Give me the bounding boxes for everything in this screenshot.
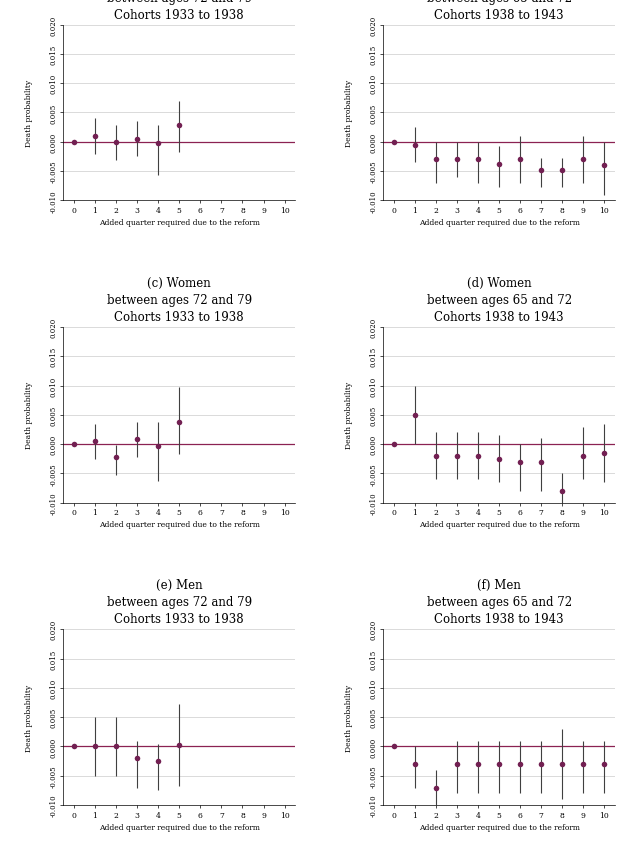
Point	[599, 159, 609, 173]
Point	[452, 450, 462, 463]
Title: (d) Women
between ages 65 and 72
Cohorts 1938 to 1943: (d) Women between ages 65 and 72 Cohorts…	[427, 277, 572, 324]
Point	[515, 455, 525, 469]
Point	[389, 438, 399, 452]
Point	[431, 780, 441, 794]
Point	[132, 751, 142, 765]
Y-axis label: Death probability: Death probability	[345, 80, 353, 147]
Point	[153, 754, 164, 768]
Y-axis label: Death probability: Death probability	[25, 684, 33, 751]
X-axis label: Added quarter required due to the reform: Added quarter required due to the reform	[99, 521, 260, 529]
Point	[111, 136, 121, 150]
Point	[153, 440, 164, 453]
Point	[473, 757, 483, 771]
Point	[515, 757, 525, 771]
Point	[389, 135, 399, 149]
Point	[494, 757, 504, 771]
Point	[578, 450, 588, 463]
Title: (c) Women
between ages 72 and 79
Cohorts 1933 to 1938: (c) Women between ages 72 and 79 Cohorts…	[107, 277, 252, 324]
Point	[536, 164, 547, 177]
X-axis label: Added quarter required due to the reform: Added quarter required due to the reform	[99, 219, 260, 227]
Point	[557, 757, 567, 771]
X-axis label: Added quarter required due to the reform: Added quarter required due to the reform	[418, 823, 579, 831]
Point	[578, 153, 588, 167]
Point	[174, 738, 184, 751]
Point	[410, 408, 420, 422]
Point	[431, 450, 441, 463]
Title: between ages 65 and 72
Cohorts 1938 to 1943: between ages 65 and 72 Cohorts 1938 to 1…	[427, 0, 572, 21]
Point	[90, 435, 100, 448]
Point	[389, 740, 399, 753]
Point	[111, 451, 121, 464]
Point	[90, 740, 100, 753]
Point	[494, 452, 504, 466]
Point	[452, 153, 462, 167]
Point	[536, 757, 547, 771]
Title: (e) Men
between ages 72 and 79
Cohorts 1933 to 1938: (e) Men between ages 72 and 79 Cohorts 1…	[107, 579, 252, 625]
X-axis label: Added quarter required due to the reform: Added quarter required due to the reform	[99, 823, 260, 831]
Point	[153, 137, 164, 151]
Point	[69, 135, 79, 149]
X-axis label: Added quarter required due to the reform: Added quarter required due to the reform	[418, 521, 579, 529]
Point	[515, 153, 525, 167]
Point	[473, 153, 483, 167]
Point	[431, 153, 441, 167]
Point	[473, 450, 483, 463]
Point	[69, 740, 79, 753]
Point	[69, 438, 79, 452]
Point	[536, 455, 547, 469]
Point	[174, 119, 184, 133]
Point	[557, 164, 567, 177]
Point	[599, 446, 609, 460]
Title: between ages 72 and 79
Cohorts 1933 to 1938: between ages 72 and 79 Cohorts 1933 to 1…	[107, 0, 252, 21]
Point	[410, 139, 420, 153]
Y-axis label: Death probability: Death probability	[345, 382, 353, 449]
Point	[494, 158, 504, 171]
Point	[578, 757, 588, 771]
Title: (f) Men
between ages 65 and 72
Cohorts 1938 to 1943: (f) Men between ages 65 and 72 Cohorts 1…	[427, 579, 572, 625]
Y-axis label: Death probability: Death probability	[25, 80, 33, 147]
Point	[452, 757, 462, 771]
Point	[111, 740, 121, 753]
Y-axis label: Death probability: Death probability	[345, 684, 353, 751]
Point	[599, 757, 609, 771]
Point	[174, 416, 184, 429]
X-axis label: Added quarter required due to the reform: Added quarter required due to the reform	[418, 219, 579, 227]
Point	[132, 433, 142, 446]
Y-axis label: Death probability: Death probability	[25, 382, 33, 449]
Point	[557, 485, 567, 498]
Point	[132, 133, 142, 147]
Point	[90, 130, 100, 144]
Point	[410, 757, 420, 771]
